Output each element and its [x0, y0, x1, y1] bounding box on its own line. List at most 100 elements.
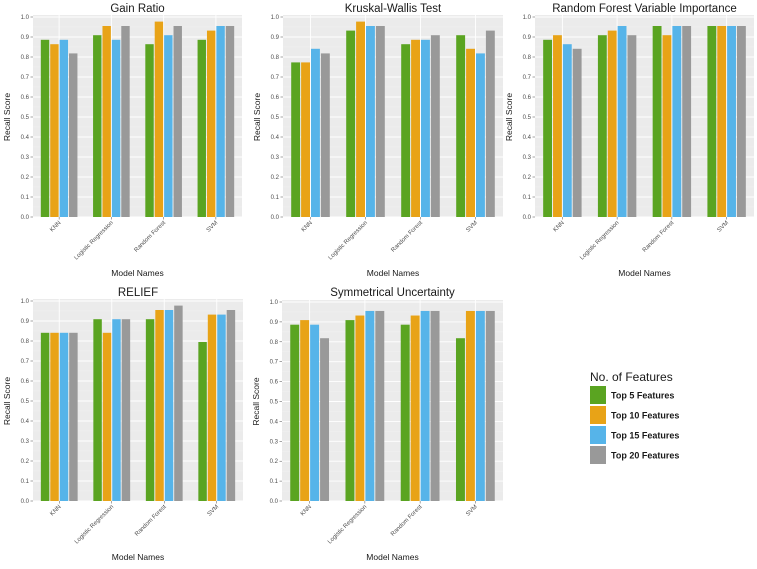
y-tick-label: 0.1	[21, 195, 30, 201]
y-tick-label: 0.1	[270, 479, 279, 485]
bar-knn-top-10-features	[50, 44, 59, 218]
y-tick-label: 0.4	[271, 135, 280, 141]
y-tick-label: 1.0	[21, 299, 30, 305]
legend-swatch	[590, 446, 606, 464]
y-tick-label: 0.8	[21, 55, 30, 61]
bar-random-forest-top-15-features	[672, 26, 682, 217]
legend-item-top-20-features: Top 20 Features	[590, 446, 679, 464]
bar-svm-top-5-features	[197, 39, 206, 217]
bar-logistic-regression-top-20-features	[121, 26, 130, 217]
x-axis-title: Model Names	[618, 268, 670, 278]
bar-knn-top-10-features	[553, 35, 562, 218]
x-tick-label: KNN	[49, 504, 62, 517]
bar-logistic-regression-top-20-features	[375, 26, 385, 217]
legend-label: Top 10 Features	[611, 411, 679, 421]
x-axis-title: Model Names	[367, 268, 419, 278]
x-tick-label: Logistic Regression	[579, 220, 620, 261]
y-tick-label: 0.4	[21, 135, 30, 141]
y-tick-label: 1.0	[271, 15, 280, 21]
y-tick-label: 0.6	[21, 379, 30, 385]
bar-svm-top-15-features	[727, 26, 736, 217]
x-tick-label: Logistic Regression	[74, 220, 115, 261]
y-tick-label: 0.7	[21, 75, 30, 81]
bar-svm-top-15-features	[476, 53, 485, 218]
x-tick-label: KNN	[553, 220, 566, 233]
x-tick-label: SVM	[207, 504, 220, 517]
bar-knn-top-20-features	[69, 332, 78, 501]
x-tick-label: SVM	[465, 504, 478, 517]
y-tick-label: 0.0	[523, 215, 532, 221]
bar-random-forest-top-15-features	[164, 35, 173, 218]
bar-logistic-regression-top-20-features	[375, 310, 385, 501]
x-tick-label: KNN	[300, 504, 313, 517]
bar-svm-top-5-features	[707, 26, 717, 217]
bar-knn-top-20-features	[572, 48, 582, 217]
bar-knn-top-5-features	[40, 332, 50, 501]
bar-logistic-regression-top-15-features	[112, 319, 121, 501]
bar-knn-top-20-features	[320, 338, 330, 501]
legend-swatch	[590, 386, 606, 404]
chart-symmetrical-uncertainty: 0.0 0.1 0.2 0.3 0.4 0.5 0.6 0.7 0.8 0.9 1.0 KNN Logi…	[251, 287, 503, 562]
bar-random-forest-top-10-features	[411, 39, 420, 217]
bar-random-forest-top-20-features	[430, 35, 440, 218]
bar-logistic-regression-top-15-features	[366, 26, 375, 217]
y-tick-label: 0.4	[523, 135, 532, 141]
bar-svm-top-10-features	[466, 48, 475, 217]
bar-knn-top-5-features	[40, 39, 50, 217]
y-tick-label: 0.9	[21, 35, 30, 41]
bar-svm-top-5-features	[456, 35, 466, 218]
y-tick-label: 0.3	[271, 155, 280, 161]
y-tick-label: 0.8	[271, 55, 280, 61]
bar-random-forest-top-10-features	[155, 310, 164, 501]
bar-svm-top-20-features	[226, 310, 236, 501]
y-tick-label: 0.3	[21, 439, 30, 445]
bar-logistic-regression-top-15-features	[111, 39, 121, 217]
bar-svm-top-10-features	[717, 26, 727, 217]
bar-random-forest-top-5-features	[400, 324, 410, 501]
bar-knn-top-5-features	[291, 62, 301, 218]
bar-random-forest-top-10-features	[662, 35, 672, 218]
x-tick-label: Random Forest	[642, 220, 676, 254]
y-axis-title: Recall Score	[2, 377, 12, 425]
bar-random-forest-top-10-features	[154, 21, 164, 217]
y-tick-label: 0.1	[21, 479, 30, 485]
y-tick-label: 0.5	[270, 400, 279, 406]
bar-svm-top-20-features	[485, 310, 495, 501]
chart-title: Kruskal-Wallis Test	[345, 3, 442, 15]
bar-logistic-regression-top-10-features	[355, 315, 365, 501]
y-tick-label: 0.2	[270, 459, 279, 465]
x-tick-label: Random Forest	[134, 504, 168, 538]
bar-logistic-regression-top-10-features	[356, 21, 365, 217]
chart-relief: 0.0 0.1 0.2 0.3 0.4 0.5 0.6 0.7 0.8 0.9 1.0 KNN Logi…	[2, 287, 243, 562]
bar-svm-top-20-features	[485, 30, 495, 217]
legend: No. of Features Top 5 Features Top 10 Fea…	[590, 370, 679, 464]
y-tick-label: 0.5	[21, 115, 30, 121]
y-tick-label: 0.0	[271, 215, 280, 221]
y-tick-label: 0.6	[21, 95, 30, 101]
bar-svm-top-10-features	[465, 310, 475, 501]
bar-random-forest-top-5-features	[652, 26, 662, 217]
legend-title: No. of Features	[590, 370, 673, 384]
bar-logistic-regression-top-5-features	[93, 319, 102, 501]
y-tick-label: 0.8	[523, 55, 532, 61]
x-tick-label: Logistic Regression	[328, 220, 369, 261]
legend-label: Top 20 Features	[611, 451, 679, 461]
legend-items: Top 5 Features Top 10 Features Top 15 Feat…	[590, 386, 679, 464]
y-tick-label: 0.9	[21, 319, 30, 325]
y-tick-label: 0.9	[271, 35, 280, 41]
y-tick-label: 0.0	[21, 499, 30, 505]
x-tick-label: SVM	[206, 220, 219, 233]
y-tick-label: 0.8	[21, 339, 30, 345]
bar-knn-top-20-features	[69, 53, 78, 218]
legend-swatch	[590, 426, 606, 444]
chart-title: Random Forest Variable Importance	[552, 3, 737, 15]
x-tick-label: Logistic Regression	[74, 504, 115, 545]
bar-knn-top-5-features	[543, 39, 553, 217]
bar-svm-top-20-features	[736, 26, 746, 217]
bar-random-forest-top-5-features	[145, 44, 154, 218]
bar-svm-top-15-features	[475, 310, 485, 501]
y-axis-title: Recall Score	[252, 93, 262, 141]
x-axis-title: Model Names	[112, 552, 164, 562]
y-tick-label: 0.3	[21, 155, 30, 161]
